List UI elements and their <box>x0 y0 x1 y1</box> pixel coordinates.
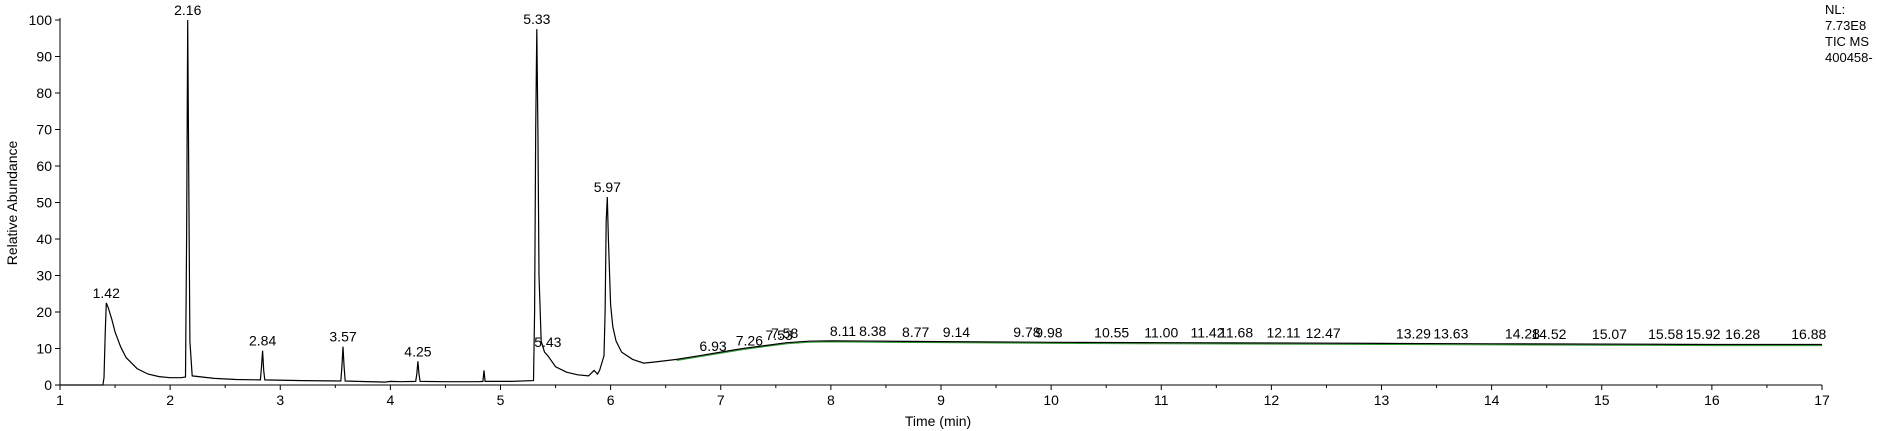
x-tick-label: 1 <box>56 392 64 408</box>
peak-label: 8.11 <box>830 323 856 339</box>
x-tick-label: 13 <box>1374 392 1390 408</box>
peak-label: 5.97 <box>594 179 621 195</box>
y-tick-label: 60 <box>36 158 52 174</box>
x-tick-label: 15 <box>1594 392 1610 408</box>
peak-label: 4.25 <box>404 343 431 359</box>
peak-label: 11.00 <box>1144 325 1178 341</box>
peak-label: 11.42 <box>1191 325 1225 341</box>
peak-label: 15.07 <box>1592 326 1627 342</box>
peak-label: 7.26 <box>736 332 763 348</box>
peak-label: 7.53 <box>765 327 792 343</box>
y-tick-label: 0 <box>44 377 52 393</box>
y-tick-label: 80 <box>36 85 52 101</box>
integration-baseline <box>676 341 1822 362</box>
y-tick-label: 40 <box>36 231 52 247</box>
peak-label: 7.58 <box>771 325 798 341</box>
x-tick-label: 2 <box>166 392 174 408</box>
peak-label: 12.11 <box>1266 325 1300 341</box>
x-tick-label: 5 <box>497 392 505 408</box>
x-tick-label: 14 <box>1484 392 1500 408</box>
peak-label: 8.38 <box>859 323 886 339</box>
peak-label: 1.42 <box>93 285 120 301</box>
x-axis-title: Time (min) <box>905 413 971 429</box>
y-tick-label: 20 <box>36 304 52 320</box>
peak-labels: 1.42 2.16 2.84 3.57 4.25 5.33 5.43 5.97 6.93 7.26… <box>93 2 1827 359</box>
y-tick-label: 50 <box>36 195 52 211</box>
peak-label: 16.28 <box>1725 326 1760 342</box>
info-panel: NL: 7.73E8 TIC MS 400458- <box>1825 2 1873 66</box>
peak-label: 9.14 <box>943 324 970 340</box>
chromatogram-trace <box>60 19 1822 386</box>
peak-label: 2.84 <box>249 333 276 349</box>
peak-label: 5.33 <box>523 11 550 27</box>
peak-label: 14.52 <box>1531 326 1566 342</box>
x-tick-label: 10 <box>1043 392 1059 408</box>
peak-label: 15.58 <box>1648 326 1683 342</box>
peak-label: 9.78 <box>1013 324 1040 340</box>
x-tick-label: 3 <box>276 392 284 408</box>
x-tick-label: 17 <box>1814 392 1830 408</box>
y-tick-label: 70 <box>36 122 52 138</box>
peak-label: 2.16 <box>174 2 201 18</box>
y-tick-label: 10 <box>36 341 52 357</box>
x-tick-label: 4 <box>386 392 394 408</box>
x-tick-label: 9 <box>937 392 945 408</box>
x-tick-label: 7 <box>717 392 725 408</box>
peak-label: 11.68 <box>1219 325 1253 341</box>
peak-label: 3.57 <box>329 329 356 345</box>
x-tick-label: 11 <box>1154 392 1169 408</box>
peak-label: 10.55 <box>1094 325 1129 341</box>
trace-line <box>60 19 1822 386</box>
x-tick-label: 16 <box>1704 392 1720 408</box>
peak-label: 8.77 <box>902 324 929 340</box>
y-axis-title: Relative Abundance <box>4 141 20 266</box>
scan-type: TIC MS <box>1825 34 1870 49</box>
peak-label: 5.43 <box>534 334 561 350</box>
peak-label: 6.93 <box>699 338 726 354</box>
nl-label: NL: <box>1825 2 1846 17</box>
y-tick-label: 100 <box>29 12 53 28</box>
x-tick-label: 12 <box>1264 392 1280 408</box>
x-tick-label: 8 <box>827 392 835 408</box>
y-tick-label: 30 <box>36 268 52 284</box>
peak-label: 9.98 <box>1035 325 1062 341</box>
peak-label: 16.88 <box>1791 326 1826 342</box>
x-tick-label: 6 <box>607 392 615 408</box>
peak-label: 14.28 <box>1505 325 1540 341</box>
nl-value: 7.73E8 <box>1825 18 1867 33</box>
y-tick-label: 90 <box>36 49 52 65</box>
peak-label: 13.29 <box>1396 325 1431 341</box>
peak-label: 15.92 <box>1686 326 1721 342</box>
peak-label: 13.63 <box>1433 325 1468 341</box>
peak-label: 12.47 <box>1306 325 1341 341</box>
file-name: 400458- <box>1825 50 1873 65</box>
baseline-line <box>676 341 1822 362</box>
